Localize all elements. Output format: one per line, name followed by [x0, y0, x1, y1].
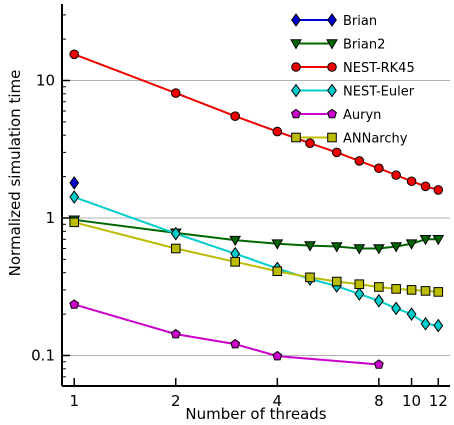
data-point-nest-rk45	[230, 111, 240, 121]
legend-label: Brian2	[343, 38, 385, 53]
data-point-annarchy	[272, 266, 283, 277]
legend-marker	[327, 108, 337, 119]
grid-lines	[62, 79, 450, 356]
data-series	[68, 49, 445, 369]
data-point-annarchy	[391, 284, 401, 294]
x-tick-label: 2	[171, 392, 181, 410]
legend: Brian Brian2 NEST-RK45 NEST-Euler Auryn ANNar…	[290, 13, 415, 147]
legend-marker	[291, 62, 301, 72]
data-point-nest-euler	[354, 287, 365, 301]
data-point-annarchy	[170, 243, 181, 254]
legend-entry-annarchy: ANNarchy	[291, 132, 408, 147]
legend-marker	[327, 62, 337, 72]
legend-entry-brian2: Brian2	[290, 38, 385, 53]
data-point-nest-rk45	[331, 147, 342, 158]
data-point-brian2	[390, 242, 402, 253]
data-point-brian2	[353, 244, 366, 255]
data-point-nest-rk45	[420, 181, 431, 192]
series-line-annarchy	[73, 221, 439, 293]
series-brian2	[68, 215, 445, 255]
series-nest-rk45	[69, 49, 444, 195]
y-tick-label: 1	[45, 209, 55, 227]
data-point-nest-euler	[433, 318, 444, 333]
series-auryn	[69, 299, 384, 369]
data-point-auryn	[230, 338, 241, 349]
legend-label: ANNarchy	[343, 132, 408, 147]
data-point-annarchy	[433, 287, 444, 297]
data-point-annarchy	[69, 217, 80, 228]
data-point-brian2	[432, 234, 445, 246]
data-point-auryn	[272, 350, 283, 361]
y-axis-title: Normalized simulation time	[6, 70, 24, 277]
y-tick-label: 0.1	[31, 346, 55, 364]
legend-label: Auryn	[343, 108, 381, 123]
data-point-annarchy	[331, 276, 342, 287]
data-point-auryn	[170, 328, 181, 339]
data-point-brian2	[419, 234, 432, 246]
data-point-brian	[69, 176, 80, 190]
data-point-nest-rk45	[354, 156, 365, 166]
axes	[61, 4, 450, 387]
y-tick-label: 10	[36, 71, 55, 89]
data-point-nest-euler	[373, 293, 384, 308]
data-point-nest-rk45	[170, 88, 181, 98]
data-point-annarchy	[420, 286, 431, 296]
legend-label: NEST-Euler	[343, 85, 415, 100]
legend-marker	[291, 108, 301, 119]
data-point-brian2	[373, 244, 385, 255]
series-line-brian2	[74, 218, 439, 250]
data-point-nest-euler	[391, 301, 402, 316]
data-point-nest-euler	[170, 226, 181, 241]
data-point-brian2	[229, 235, 242, 247]
legend-marker	[327, 132, 337, 143]
legend-marker	[291, 132, 301, 143]
series-nest-euler	[69, 190, 444, 333]
data-point-brian2	[330, 242, 343, 253]
data-point-nest-rk45	[305, 138, 315, 148]
x-axis-title: Number of threads	[185, 405, 326, 423]
series-line-nest-euler	[73, 196, 439, 327]
data-point-annarchy	[305, 272, 315, 283]
x-tick-label: 10	[402, 392, 421, 410]
data-point-annarchy	[230, 257, 240, 267]
data-point-nest-rk45	[391, 170, 401, 180]
data-point-auryn	[373, 359, 384, 369]
legend-label: Brian	[343, 14, 377, 29]
legend-marker	[327, 83, 337, 98]
legend-entry-brian: Brian	[291, 13, 377, 29]
data-point-annarchy	[374, 282, 384, 292]
data-point-nest-euler	[69, 190, 80, 204]
legend-marker	[326, 39, 338, 50]
data-point-brian2	[405, 239, 418, 250]
x-tick-label: 4	[273, 392, 283, 410]
legend-entry-nest-rk45: NEST-RK45	[291, 61, 415, 76]
data-point-nest-euler	[420, 316, 431, 331]
series-annarchy	[69, 217, 444, 297]
legend-marker	[290, 39, 302, 50]
data-point-nest-rk45	[433, 185, 444, 195]
legend-entry-auryn: Auryn	[291, 108, 381, 123]
legend-entry-nest-euler: NEST-Euler	[291, 83, 415, 100]
data-point-auryn	[69, 299, 80, 309]
legend-marker	[291, 13, 301, 27]
data-point-nest-rk45	[272, 126, 283, 137]
series-brian	[69, 176, 80, 190]
data-point-annarchy	[354, 279, 365, 289]
data-point-brian2	[304, 241, 316, 252]
legend-marker	[291, 83, 301, 98]
data-point-nest-rk45	[69, 49, 80, 60]
x-tick-label: 1	[69, 392, 79, 410]
x-tick-label: 12	[429, 392, 448, 410]
data-point-nest-rk45	[374, 163, 384, 174]
data-point-nest-rk45	[406, 176, 417, 187]
legend-label: NEST-RK45	[343, 61, 415, 76]
legend-marker	[327, 13, 337, 27]
x-tick-label: 8	[374, 392, 384, 410]
data-point-annarchy	[406, 285, 417, 295]
data-point-brian2	[271, 239, 284, 250]
data-point-nest-euler	[406, 307, 417, 321]
